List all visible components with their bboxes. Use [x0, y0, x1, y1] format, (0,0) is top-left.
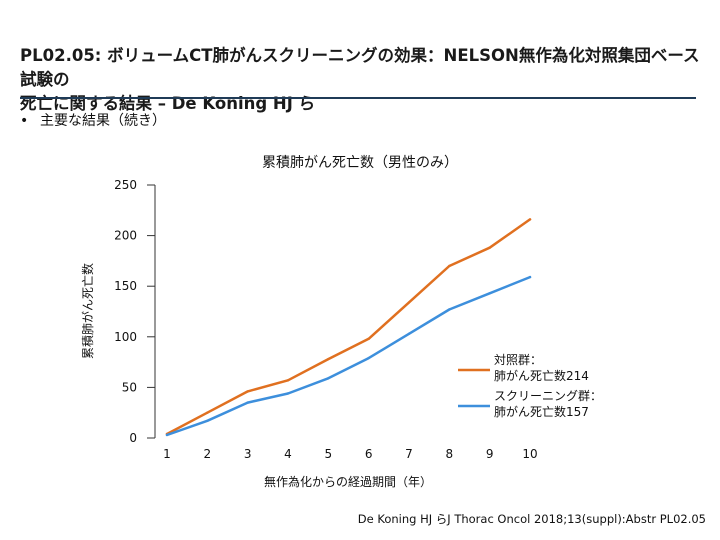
data-point — [528, 218, 532, 221]
data-point — [286, 392, 290, 395]
y-tick-label: 0 — [129, 431, 137, 445]
x-axis-label: 無作為化からの経過期間（年） — [264, 474, 432, 489]
y-tick-label: 100 — [114, 330, 137, 344]
citation: De Koning HJ らJ Thorac Oncol 2018;13(sup… — [357, 512, 706, 526]
y-tick-label: 200 — [114, 229, 137, 243]
x-tick-label: 4 — [284, 447, 292, 461]
x-tick-label: 5 — [325, 447, 333, 461]
data-point — [246, 390, 249, 393]
x-tick-label: 7 — [405, 447, 413, 461]
data-point — [488, 246, 491, 249]
x-tick-label: 2 — [204, 447, 212, 461]
data-point — [367, 337, 370, 341]
series-line-screening — [165, 275, 532, 437]
legend-label-line2: 肺がん死亡数157 — [494, 404, 589, 419]
bullet-item: • 主要な結果（続き） — [20, 110, 166, 130]
legend-label-line2: 肺がん死亡数214 — [494, 368, 589, 383]
y-tick-label: 50 — [122, 380, 137, 394]
bullet-marker: • — [20, 113, 29, 129]
chart-title: 累積肺がん死亡数（男性のみ） — [262, 155, 458, 171]
y-axis-label: 累積肺がん死亡数 — [80, 263, 95, 359]
x-tick-label: 8 — [446, 447, 454, 461]
bullet-text: 主要な結果（続き） — [40, 113, 166, 129]
x-tick-label: 1 — [163, 447, 171, 461]
series-line-control — [165, 218, 532, 436]
y-tick-label: 250 — [114, 178, 137, 192]
x-tick-label: 10 — [522, 447, 537, 461]
data-point — [488, 292, 491, 295]
data-point — [528, 275, 532, 279]
title-divider — [20, 97, 696, 99]
data-point — [448, 264, 451, 268]
y-tick-label: 150 — [114, 279, 137, 293]
legend-label-line1: 対照群： — [494, 353, 542, 367]
data-point — [165, 433, 169, 437]
data-point — [286, 379, 290, 382]
data-point — [407, 301, 411, 304]
x-tick-label: 6 — [365, 447, 373, 461]
legend-label-line1: スクリーニング群： — [494, 389, 602, 403]
data-point — [327, 357, 330, 361]
data-point — [206, 411, 209, 414]
data-point — [246, 401, 249, 404]
x-tick-label: 3 — [244, 447, 252, 461]
data-point — [448, 308, 451, 311]
data-point — [407, 332, 411, 335]
data-point — [206, 419, 209, 422]
data-point — [327, 377, 330, 380]
x-tick-label: 9 — [486, 447, 494, 461]
data-point — [367, 356, 370, 360]
title-line-1: PL02.05: ボリュームCT肺がんスクリーニングの効果：NELSON無作為化… — [20, 46, 700, 89]
